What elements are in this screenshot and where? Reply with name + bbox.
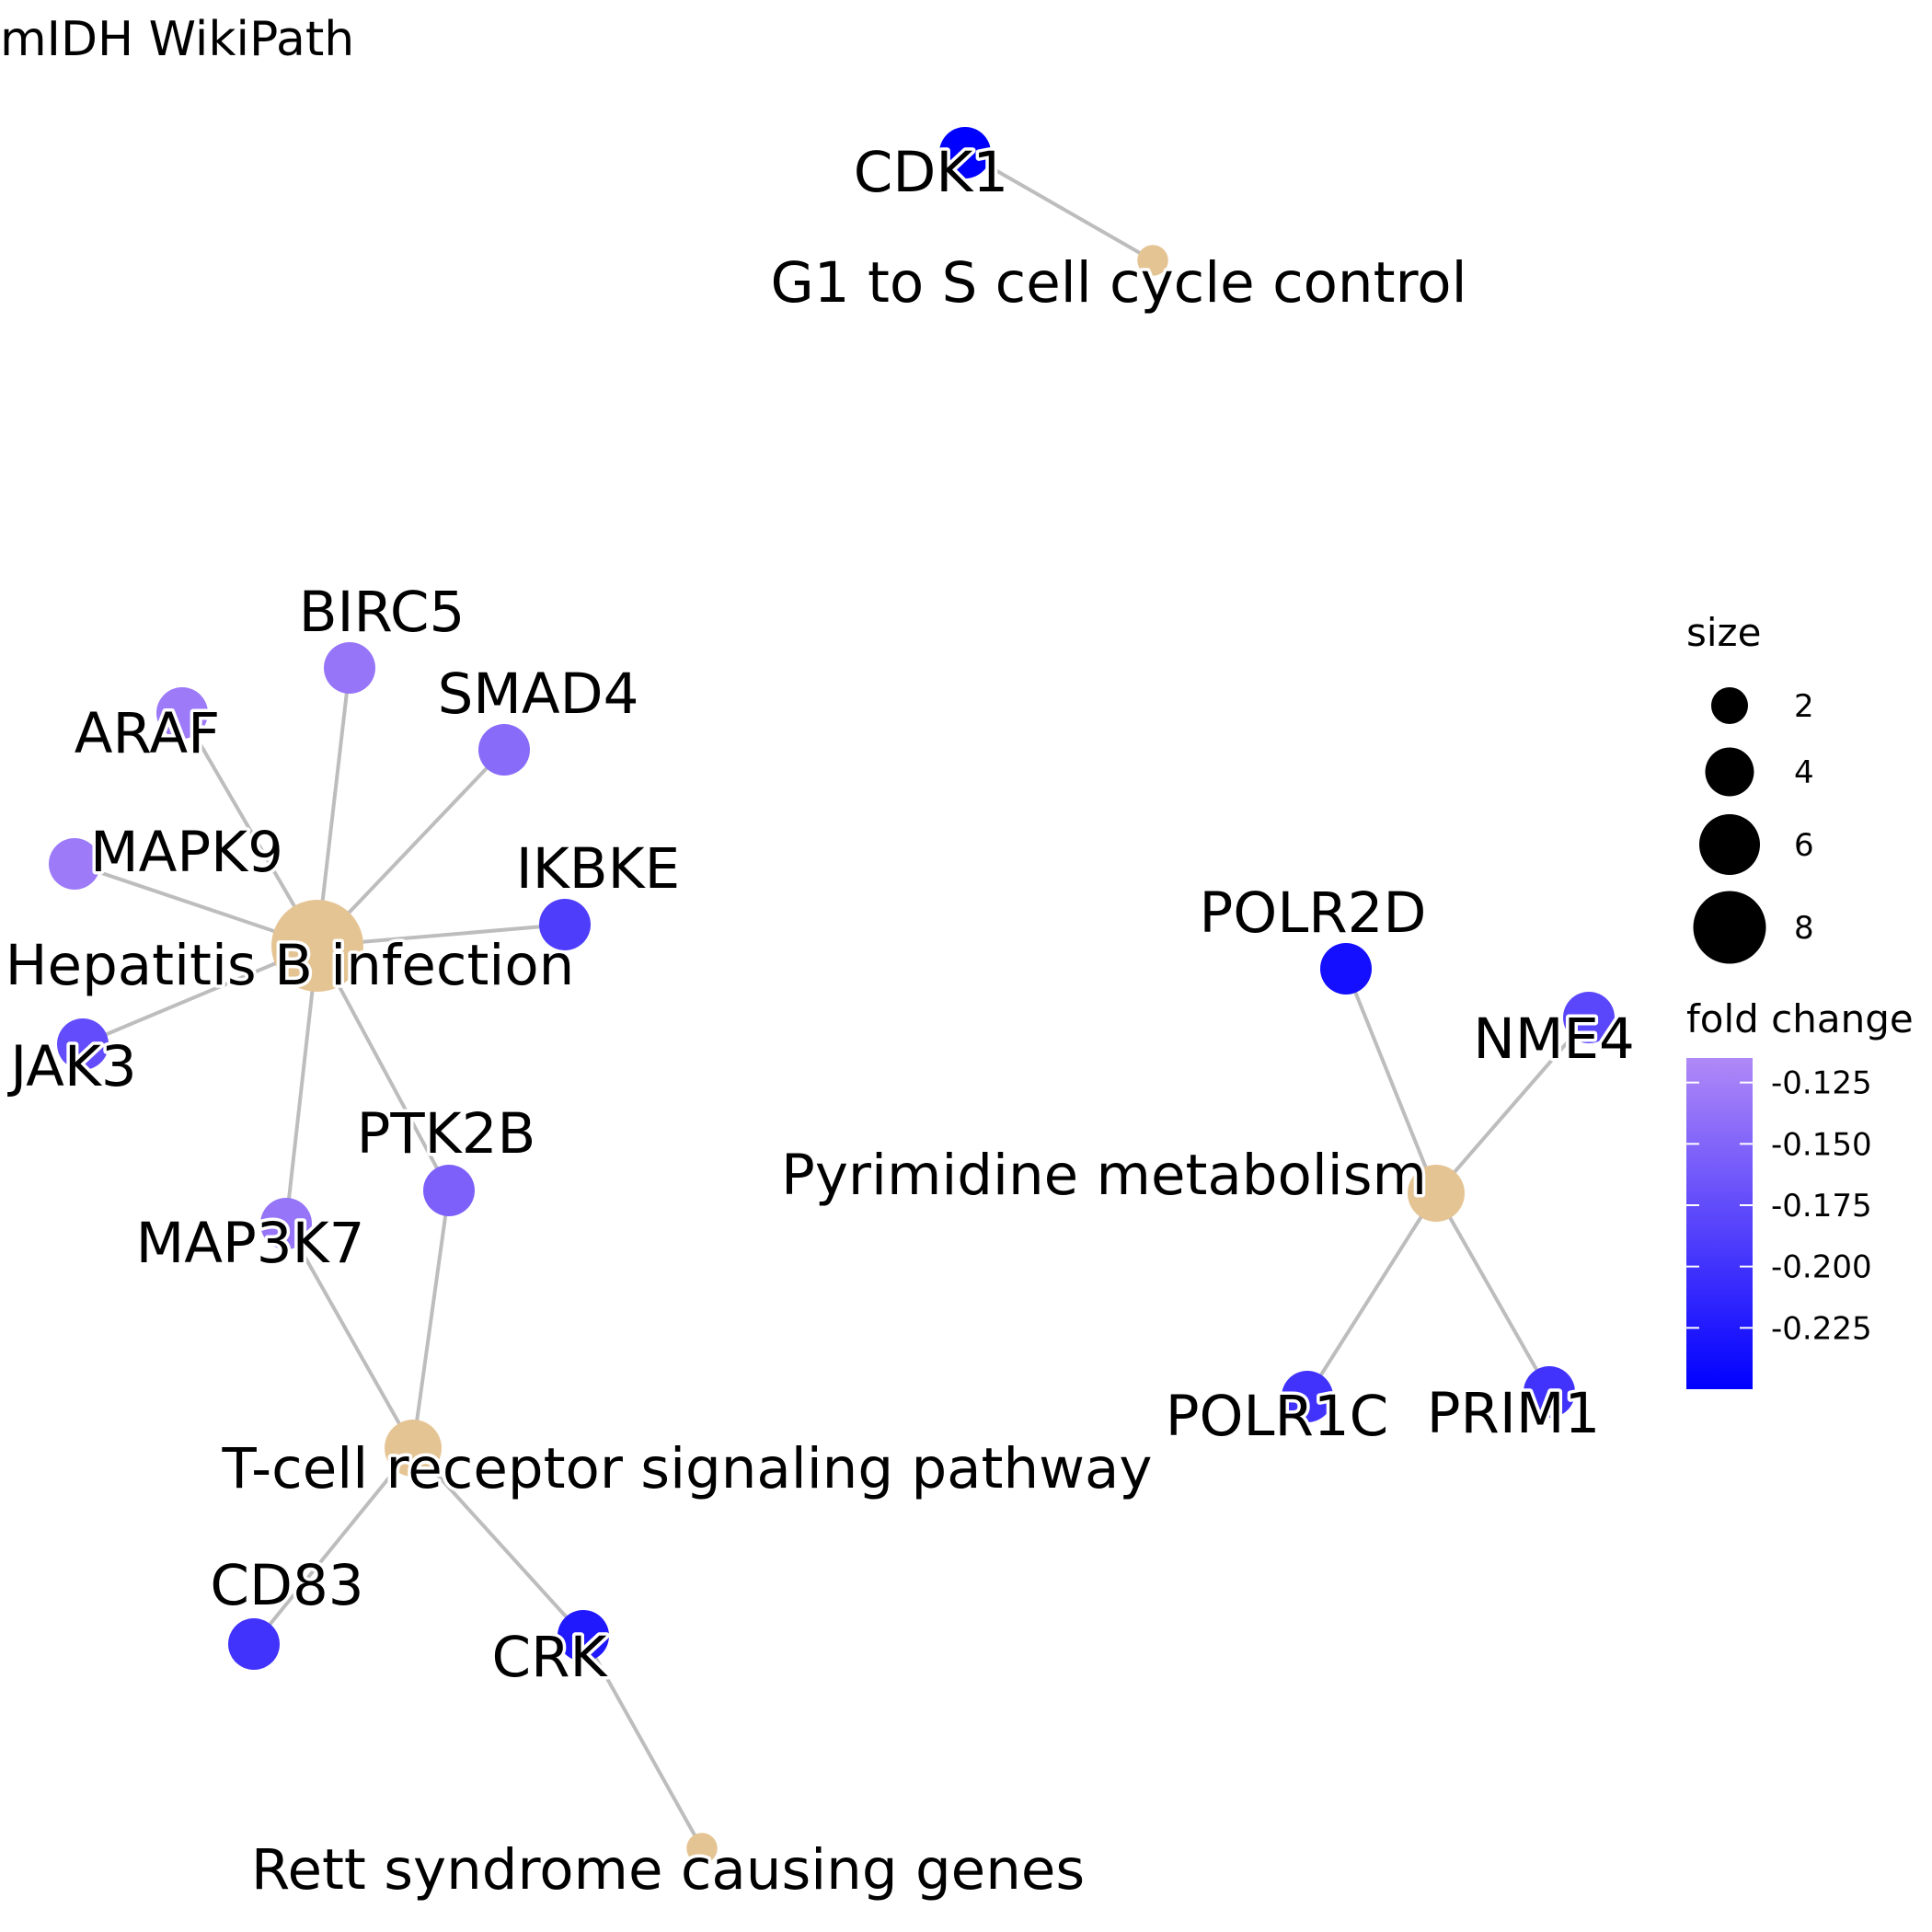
node-label-hepb: Hepatitis B infection (6, 933, 575, 998)
gene-node-mapk9 (49, 838, 100, 890)
colorbar-tick-label-4: -0.225 (1771, 1310, 1872, 1347)
edge-layer (74, 151, 1591, 1849)
size-legend-label-8: 8 (1794, 910, 1814, 947)
node-label-prim1: PRIM1 (1427, 1381, 1601, 1446)
node-label-pyr: Pyrimidine metabolism (781, 1143, 1427, 1208)
edge-cdk1-g1s (964, 151, 1154, 262)
gene-node-birc5 (324, 642, 375, 694)
edge-map3k7-tcr (284, 1223, 415, 1449)
node-label-g1s: G1 to S cell cycle control (770, 250, 1466, 316)
gene-node-ptk2b (423, 1165, 475, 1216)
colorbar (1686, 1058, 1753, 1389)
gene-node-map3k7 (260, 1198, 312, 1249)
size-legend-key-8 (1693, 891, 1766, 964)
gene-node-araf (156, 687, 208, 739)
edge-map3k7-hepb (284, 945, 319, 1225)
gene-node-smad4 (478, 724, 530, 776)
legend: size 2 4 6 8 fold change -0.125 -0.150 -0.175… (1686, 610, 1914, 1389)
size-legend-label-2: 2 (1794, 688, 1814, 725)
node-label-mapk9: MAPK9 (90, 820, 283, 885)
gene-node-prim1 (1524, 1366, 1575, 1418)
node-label-polr1c: POLR1C (1166, 1384, 1389, 1449)
gene-node-polr2d (1320, 943, 1372, 995)
gene-node-nme4 (1563, 992, 1615, 1043)
gene-node-cdk1 (939, 127, 991, 178)
colorbar-tick-label-3: -0.200 (1771, 1249, 1872, 1286)
size-legend-label-6: 6 (1794, 827, 1814, 864)
gene-node-polr1c (1282, 1371, 1333, 1422)
pathway-node-rett (686, 1833, 718, 1864)
colorbar-tick-label-0: -0.125 (1771, 1065, 1872, 1102)
size-legend-key-2 (1711, 687, 1748, 724)
legend-size-title: size (1686, 610, 1761, 655)
colorbar-ticks: -0.125 -0.150 -0.175 -0.200 -0.225 (1686, 1065, 1872, 1347)
edge-nme4-pyr (1434, 1016, 1591, 1195)
node-label-crk: CRK (492, 1625, 609, 1690)
pathway-node-pyr (1408, 1165, 1465, 1222)
node-label-araf: ARAF (75, 701, 220, 766)
node-label-birc5: BIRC5 (299, 580, 466, 645)
gene-node-jak3 (57, 1018, 109, 1070)
node-layer (49, 127, 1615, 1864)
node-label-nme4: NME4 (1473, 1006, 1635, 1072)
pathway-node-g1s (1137, 245, 1168, 276)
node-label-ikbke: IKBKE (516, 836, 680, 902)
node-label-polr2d: POLR2D (1200, 880, 1427, 946)
gene-node-crk (558, 1610, 609, 1662)
size-legend-label-4: 4 (1794, 754, 1814, 791)
edge-cd83-tcr (252, 1446, 415, 1646)
label-layer: G1 to S cell cycle control Hepatitis B in… (2, 137, 1638, 1906)
node-label-cd83: CD83 (210, 1553, 363, 1618)
gene-node-ikbke (539, 899, 591, 950)
node-label-jak3: JAK3 (6, 1034, 136, 1099)
legend-color-title: fold change (1686, 996, 1914, 1041)
edge-polr2d-pyr (1344, 968, 1438, 1194)
node-label-ptk2b: PTK2B (357, 1101, 536, 1167)
edge-polr1c-pyr (1305, 1191, 1438, 1398)
edge-crk-rett (581, 1635, 704, 1849)
edge-prim1-pyr (1434, 1192, 1551, 1393)
node-label-map3k7: MAP3K7 (136, 1211, 365, 1276)
edge-crk-tcr (411, 1446, 585, 1638)
node-label-rett: Rett syndrome causing genes (251, 1837, 1085, 1903)
plot-title: mIDH WikiPath (0, 12, 354, 67)
size-legend: 2 4 6 8 (1693, 687, 1814, 964)
pathway-node-tcr (385, 1420, 442, 1477)
edge-ptk2b-hepb (316, 945, 451, 1191)
colorbar-tick-label-1: -0.150 (1771, 1126, 1872, 1163)
edge-ptk2b-tcr (411, 1190, 451, 1449)
node-label-tcr: T-cell receptor signaling pathway (222, 1436, 1153, 1501)
node-label-cdk1: CDK1 (854, 140, 1008, 205)
size-legend-key-4 (1705, 747, 1754, 797)
pathway-node-hepb (271, 900, 363, 992)
size-legend-key-6 (1699, 814, 1760, 875)
gene-node-cd83 (228, 1618, 280, 1670)
node-label-smad4: SMAD4 (438, 661, 639, 727)
colorbar-tick-label-2: -0.175 (1771, 1188, 1872, 1225)
edge-birc5-hepb (316, 667, 351, 947)
